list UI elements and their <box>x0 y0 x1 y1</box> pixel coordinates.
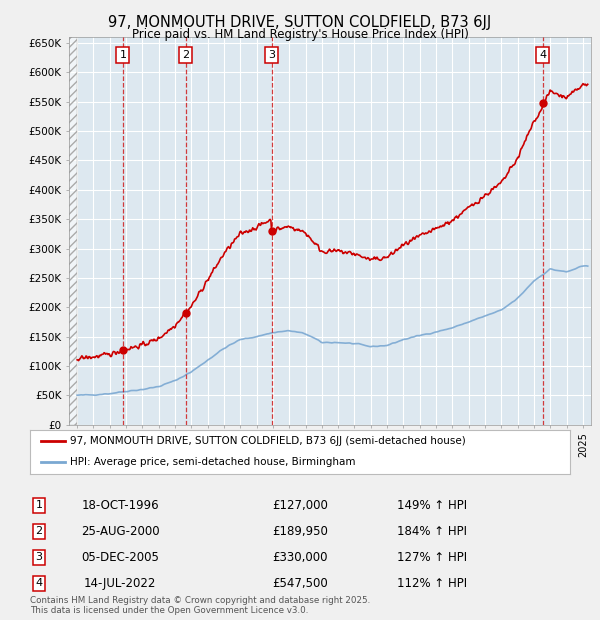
Text: Price paid vs. HM Land Registry's House Price Index (HPI): Price paid vs. HM Land Registry's House … <box>131 28 469 41</box>
Text: £127,000: £127,000 <box>272 499 328 511</box>
Text: 4: 4 <box>35 578 43 588</box>
Text: 4: 4 <box>539 50 546 60</box>
Text: £189,950: £189,950 <box>272 525 328 538</box>
Text: 97, MONMOUTH DRIVE, SUTTON COLDFIELD, B73 6JJ (semi-detached house): 97, MONMOUTH DRIVE, SUTTON COLDFIELD, B7… <box>71 436 466 446</box>
Text: 2: 2 <box>35 526 43 536</box>
Text: £330,000: £330,000 <box>272 551 328 564</box>
Text: 3: 3 <box>35 552 43 562</box>
Text: £547,500: £547,500 <box>272 577 328 590</box>
Text: 1: 1 <box>119 50 127 60</box>
Text: 149% ↑ HPI: 149% ↑ HPI <box>397 499 467 511</box>
Text: Contains HM Land Registry data © Crown copyright and database right 2025.
This d: Contains HM Land Registry data © Crown c… <box>30 596 370 615</box>
Text: 25-AUG-2000: 25-AUG-2000 <box>80 525 160 538</box>
Text: 1: 1 <box>35 500 43 510</box>
Text: 14-JUL-2022: 14-JUL-2022 <box>84 577 156 590</box>
Text: HPI: Average price, semi-detached house, Birmingham: HPI: Average price, semi-detached house,… <box>71 457 356 467</box>
Text: 3: 3 <box>268 50 275 60</box>
Text: 18-OCT-1996: 18-OCT-1996 <box>81 499 159 511</box>
Text: 05-DEC-2005: 05-DEC-2005 <box>81 551 159 564</box>
Text: 97, MONMOUTH DRIVE, SUTTON COLDFIELD, B73 6JJ: 97, MONMOUTH DRIVE, SUTTON COLDFIELD, B7… <box>109 16 491 30</box>
Text: 184% ↑ HPI: 184% ↑ HPI <box>397 525 467 538</box>
Text: 127% ↑ HPI: 127% ↑ HPI <box>397 551 467 564</box>
Text: 112% ↑ HPI: 112% ↑ HPI <box>397 577 467 590</box>
Text: 2: 2 <box>182 50 189 60</box>
